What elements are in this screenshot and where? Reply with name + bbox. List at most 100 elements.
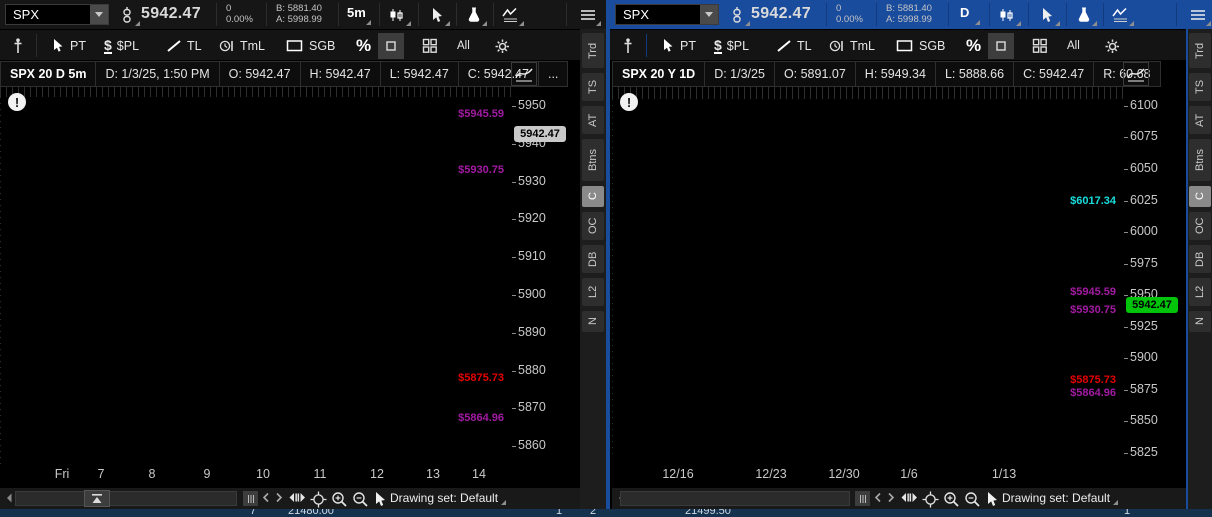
y-axis-label: 5860 [518,438,546,453]
apply-all-button[interactable]: All [457,34,470,58]
scroll-left-arrow-icon[interactable] [4,491,14,505]
scrollbar-grip[interactable] [243,491,258,506]
tool-pl-label: $PL [726,39,750,53]
change-stack: 0 0.00% [836,3,863,25]
step-right-icon[interactable] [274,491,283,504]
chart-tab-oc[interactable]: OC [1189,212,1211,240]
apply-all-button[interactable]: All [1067,34,1080,58]
chart-tab-btns[interactable]: Btns [1189,139,1211,181]
zoom-out-icon[interactable] [964,491,981,508]
studies-flask-icon[interactable] [1071,4,1097,26]
tool-tl[interactable]: TL [166,34,202,58]
jump-to-end-button[interactable] [84,490,110,507]
chart-tab-ts[interactable]: TS [582,73,604,101]
chart-tab-n[interactable]: N [1189,311,1211,332]
chart-tab-trd[interactable]: Trd [1189,33,1211,68]
pin-icon[interactable] [12,34,24,58]
scrollbar-thumb[interactable] [620,491,850,506]
drawing-set-selector[interactable]: Drawing set: Default [1002,491,1119,505]
menu-hamburger-icon[interactable] [575,4,601,26]
symbol-input[interactable]: SPX [615,4,719,25]
x-axis-label: 1/6 [900,467,918,481]
link-icon[interactable] [724,4,750,26]
chart-tab-oc[interactable]: OC [582,212,604,240]
chart-tab-l2[interactable]: L2 [1189,278,1211,306]
tool-sgb[interactable]: SGB [896,34,945,58]
studies-flask-icon[interactable] [461,4,487,26]
y-axis-tick [512,332,516,334]
chart-style-icon[interactable] [995,4,1021,26]
tool-tml[interactable]: TmL [828,34,875,58]
link-icon[interactable] [114,4,140,26]
menu-hamburger-icon[interactable] [1185,4,1211,26]
tool-pt[interactable]: PT [662,34,696,58]
grid-layout-icon[interactable] [422,34,438,58]
warning-icon[interactable]: ! [620,93,638,111]
pin-icon[interactable] [622,34,634,58]
symbol-dropdown-caret[interactable] [90,5,108,24]
cursor-tool-icon[interactable] [1034,4,1060,26]
chart-tab-c[interactable]: C [582,186,604,207]
pan-icon[interactable] [899,491,919,504]
scrollbar-thumb[interactable] [15,491,237,506]
chart-tab-ts[interactable]: TS [1189,73,1211,101]
step-right-icon[interactable] [886,491,895,504]
quote-strip-fragment: 7 [250,509,257,517]
chart-tab-btns[interactable]: Btns [582,139,604,181]
tool-sgb[interactable]: SGB [286,34,335,58]
right-price-chart[interactable]: ! $6017.34 $5945.59 $5930.75 $5875.73 $5864.… [612,87,1190,459]
chart-tab-at[interactable]: AT [1189,106,1211,134]
drawings-icon[interactable] [498,4,524,26]
chart-tab-c[interactable]: C [1189,186,1211,207]
grid-layout-icon[interactable] [1032,34,1048,58]
left-price-chart[interactable]: ! $5945.59 $5930.75 $5875.73 $5864.96 5950 59… [0,87,580,465]
header-segment[interactable]: R: 60.68 [1094,61,1161,87]
chart-tab-db[interactable]: DB [1189,245,1211,273]
chart-tab-trd[interactable]: Trd [582,33,604,68]
single-chart-layout-button[interactable] [988,33,1014,59]
y-axis-tick [512,257,516,259]
tool-percent[interactable]: % [966,34,981,58]
scrollbar-grip[interactable] [855,491,870,506]
chart-style-icon[interactable] [385,4,411,26]
single-chart-layout-button[interactable] [378,33,404,59]
cursor-tool-icon[interactable] [424,4,450,26]
timeframe-button[interactable]: 5m [347,5,371,25]
cursor-mode-icon[interactable] [373,491,387,507]
chart-tab-l2[interactable]: L2 [582,278,604,306]
y-axis-label: 5850 [1130,413,1158,428]
tool-pl[interactable]: $ $PL [714,34,749,58]
step-left-icon[interactable] [261,491,270,504]
gridline-h [612,93,1124,94]
cursor-mode-icon[interactable] [985,491,999,507]
chart-tab-db[interactable]: DB [582,245,604,273]
tool-tml[interactable]: TmL [218,34,265,58]
gear-icon[interactable] [1104,34,1121,58]
chart-tab-n[interactable]: N [582,311,604,332]
header-segment[interactable]: ... [538,61,569,87]
gear-icon[interactable] [494,34,511,58]
tool-percent[interactable]: % [356,34,371,58]
step-left-icon[interactable] [873,491,882,504]
warning-icon[interactable]: ! [8,93,26,111]
zoom-in-icon[interactable] [331,491,348,508]
chart-line-icon[interactable] [511,62,537,86]
chart-tab-at[interactable]: AT [582,106,604,134]
pan-icon[interactable] [287,491,307,504]
zoom-in-icon[interactable] [943,491,960,508]
header-segment: SPX 20 D 5m [0,61,97,87]
header-segment: C: 5942.47 [458,61,539,87]
tool-pl[interactable]: $ $PL [104,34,139,58]
zoom-out-icon[interactable] [352,491,369,508]
tool-tl[interactable]: TL [776,34,812,58]
symbol-dropdown-caret[interactable] [700,5,718,24]
crosshair-icon[interactable] [310,491,327,508]
tool-pt[interactable]: PT [52,34,86,58]
symbol-input[interactable]: SPX [5,4,109,25]
crosshair-icon[interactable] [922,491,939,508]
quote-strip-fragment: 21499.50 [685,509,731,517]
drawing-set-selector[interactable]: Drawing set: Default [390,491,507,505]
chart-line-icon[interactable] [1123,62,1149,86]
timeframe-button[interactable]: D [960,5,980,25]
drawings-icon[interactable] [1108,4,1134,26]
